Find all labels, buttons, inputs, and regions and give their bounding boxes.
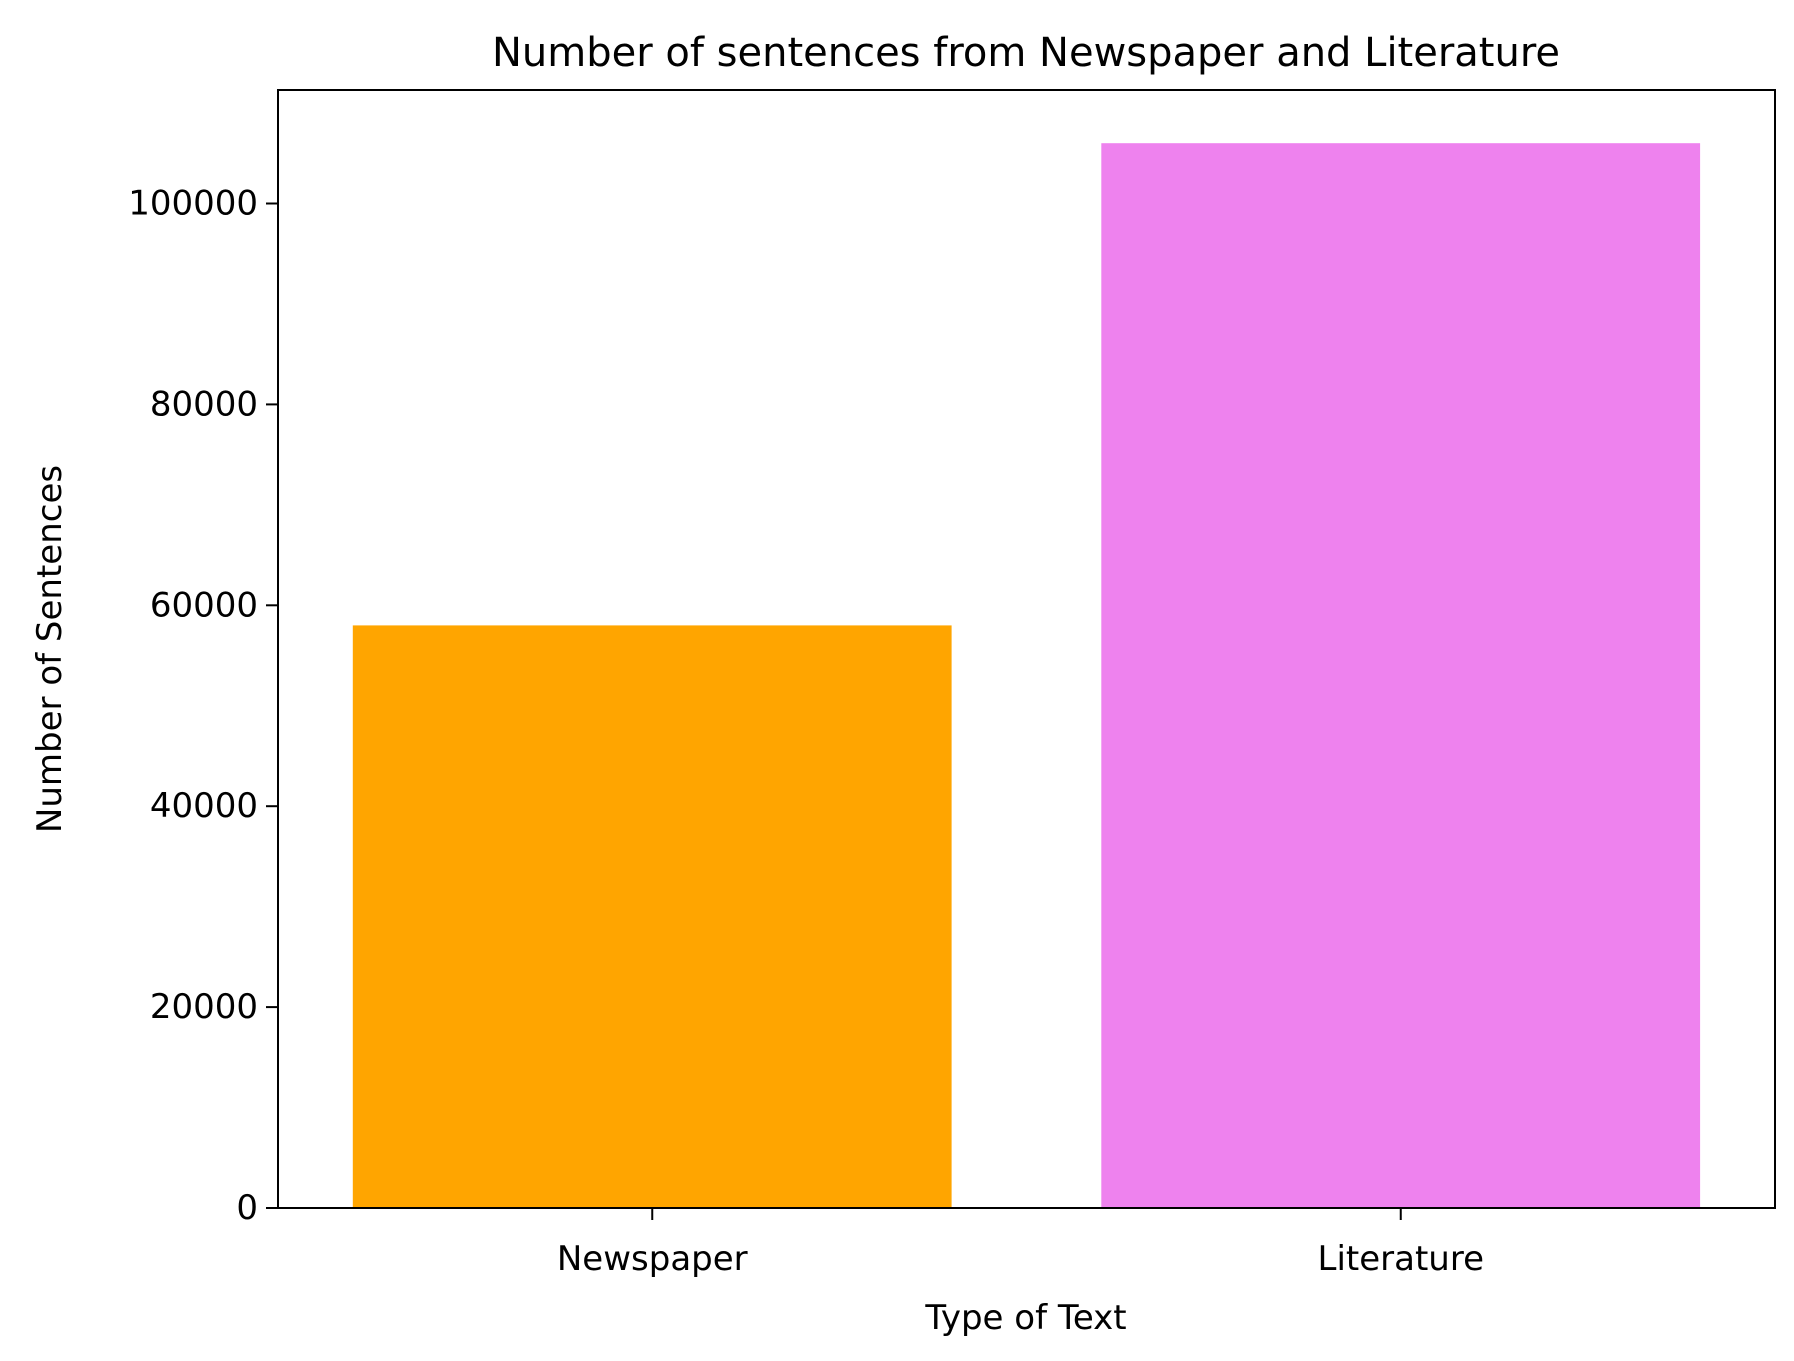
bar-newspaper bbox=[352, 625, 952, 1208]
plot-frame bbox=[277, 89, 1776, 1209]
x-tick-label: Literature bbox=[1318, 1239, 1484, 1279]
y-tick-label: 20000 bbox=[150, 987, 258, 1027]
y-tick-label: 60000 bbox=[150, 585, 258, 625]
x-axis-label: Type of Text bbox=[924, 1298, 1126, 1338]
bar-literature bbox=[1101, 143, 1701, 1209]
y-tick-label: 0 bbox=[236, 1188, 258, 1228]
bars bbox=[352, 143, 1701, 1209]
y-axis-label: Number of Sentences bbox=[30, 465, 70, 833]
y-tick-label: 100000 bbox=[128, 184, 258, 224]
x-tick-label: Newspaper bbox=[557, 1239, 748, 1279]
chart-title: Number of sentences from Newspaper and L… bbox=[492, 30, 1560, 76]
x-axis: Newspaper Literature bbox=[557, 1208, 1484, 1279]
y-tick-label: 40000 bbox=[150, 786, 258, 826]
plot-area: 0 20000 40000 60000 80000 100000 Newspaper Lit… bbox=[128, 89, 1776, 1279]
y-axis: 0 20000 40000 60000 80000 100000 bbox=[128, 184, 278, 1228]
y-tick-label: 80000 bbox=[150, 384, 258, 424]
